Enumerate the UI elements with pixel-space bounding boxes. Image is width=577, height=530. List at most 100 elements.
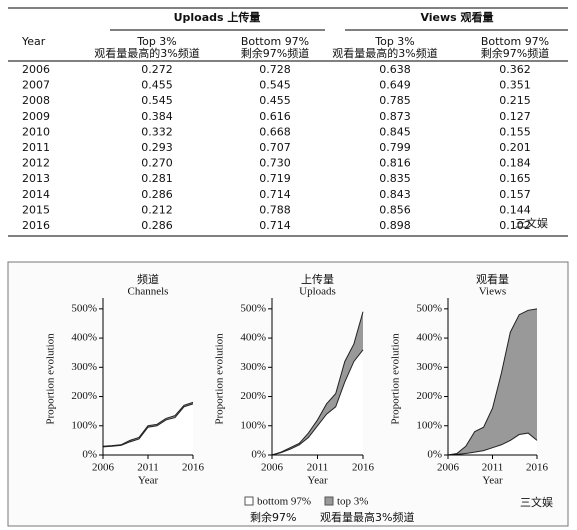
column-note: 剩余97%频道 bbox=[481, 46, 549, 60]
cell: 0.384 bbox=[141, 110, 173, 123]
area-fill bbox=[448, 308, 537, 455]
x-axis-label: Year bbox=[482, 475, 503, 487]
cell: 2013 bbox=[22, 172, 50, 185]
cell: 0.286 bbox=[141, 188, 173, 201]
cell: 2007 bbox=[22, 79, 50, 92]
cell: 0.127 bbox=[499, 110, 531, 123]
legend-label: top 3% bbox=[337, 496, 368, 508]
x-tick-label: 2006 bbox=[92, 462, 115, 474]
y-tick-label: 0% bbox=[82, 449, 97, 461]
column-header: Top 3% bbox=[136, 35, 177, 48]
cell: 0.281 bbox=[141, 172, 173, 185]
cell: 0.856 bbox=[379, 203, 411, 216]
cell: 0.184 bbox=[499, 157, 531, 170]
column-note: 剩余97%频道 bbox=[241, 46, 309, 60]
x-axis-label: Year bbox=[307, 475, 328, 487]
cell: 2014 bbox=[22, 188, 50, 201]
x-tick-label: 2011 bbox=[307, 462, 329, 474]
cell: 0.898 bbox=[379, 219, 411, 232]
cell: 0.873 bbox=[379, 110, 411, 123]
legend-swatch bbox=[324, 496, 334, 506]
x-tick-label: 2016 bbox=[352, 462, 375, 474]
area-fill bbox=[103, 403, 193, 455]
column-note: 观看量最高的3%频道 bbox=[94, 46, 199, 60]
y-tick-label: 300% bbox=[240, 361, 266, 373]
y-axis-label: Proportion evolution bbox=[390, 333, 402, 425]
cell: 0.362 bbox=[499, 63, 531, 76]
y-tick-label: 100% bbox=[71, 419, 97, 431]
watermark: 三文娱 bbox=[520, 495, 553, 509]
cell: 0.707 bbox=[259, 141, 291, 154]
series-line bbox=[102, 403, 194, 448]
cell: 0.799 bbox=[379, 141, 411, 154]
axes bbox=[102, 298, 193, 456]
series-line bbox=[447, 308, 538, 456]
cell: 0.545 bbox=[141, 94, 173, 107]
y-axis-label: Proportion evolution bbox=[45, 333, 57, 425]
cell: 0.788 bbox=[259, 203, 291, 216]
legend-note: 观看量最高3%频道 bbox=[320, 510, 414, 524]
y-tick-label: 0% bbox=[251, 449, 266, 461]
x-tick-label: 2006 bbox=[437, 462, 460, 474]
cell: 0.155 bbox=[499, 125, 531, 138]
series-line bbox=[102, 401, 194, 447]
axes bbox=[447, 298, 537, 456]
cell: 0.816 bbox=[379, 157, 411, 170]
watermark: 三文娱 bbox=[515, 216, 548, 230]
cell: 0.270 bbox=[141, 157, 173, 170]
x-tick-label: 2006 bbox=[261, 462, 284, 474]
x-tick-label: 2011 bbox=[482, 462, 504, 474]
group-header: Views 观看量 bbox=[420, 10, 493, 24]
column-header: Bottom 97% bbox=[241, 35, 309, 48]
cell: 0.668 bbox=[259, 125, 291, 138]
y-tick-label: 500% bbox=[240, 302, 266, 314]
cell: 2010 bbox=[22, 125, 50, 138]
cell: 0.144 bbox=[499, 203, 531, 216]
y-tick-label: 200% bbox=[416, 390, 442, 402]
cell: 0.616 bbox=[259, 110, 291, 123]
cell: 0.102 bbox=[499, 219, 531, 232]
cell: 0.730 bbox=[259, 157, 291, 170]
series-line bbox=[447, 432, 538, 456]
cell: 0.201 bbox=[499, 141, 531, 154]
cell: 0.719 bbox=[259, 172, 291, 185]
cell: 0.785 bbox=[379, 94, 411, 107]
cell: 0.332 bbox=[141, 125, 173, 138]
cell: 2009 bbox=[22, 110, 50, 123]
area-fill bbox=[448, 433, 537, 455]
cell: 0.714 bbox=[259, 219, 291, 232]
cell: 0.728 bbox=[259, 63, 291, 76]
y-tick-label: 400% bbox=[71, 332, 97, 344]
y-tick-label: 400% bbox=[416, 332, 442, 344]
chart-title: 观看量 bbox=[476, 272, 509, 286]
cell: 2008 bbox=[22, 94, 50, 107]
chart-subtitle: Channels bbox=[128, 286, 169, 298]
column-note: 观看量最高的3%频道 bbox=[332, 46, 437, 60]
column-header: Top 3% bbox=[374, 35, 415, 48]
x-tick-label: 2016 bbox=[526, 462, 549, 474]
chart-subtitle: Uploads bbox=[299, 286, 336, 298]
cell: 0.835 bbox=[379, 172, 411, 185]
column-header: Bottom 97% bbox=[481, 35, 549, 48]
cell: 0.212 bbox=[141, 203, 173, 216]
y-tick-label: 400% bbox=[240, 332, 266, 344]
legend-swatch bbox=[244, 496, 254, 506]
y-tick-label: 200% bbox=[240, 390, 266, 402]
cell: 0.351 bbox=[499, 79, 531, 92]
cell: 0.165 bbox=[499, 172, 531, 185]
cell: 0.455 bbox=[141, 79, 173, 92]
cell: 2015 bbox=[22, 203, 50, 216]
legend-note: 剩余97% bbox=[250, 510, 296, 524]
cell: 0.215 bbox=[499, 94, 531, 107]
cell: 0.545 bbox=[259, 79, 291, 92]
chart-title: 上传量 bbox=[301, 273, 334, 286]
legend-label: bottom 97% bbox=[257, 496, 311, 508]
y-tick-label: 300% bbox=[71, 361, 97, 373]
cell: 0.157 bbox=[499, 188, 531, 201]
y-axis-label: Proportion evolution bbox=[214, 333, 226, 425]
x-tick-label: 2016 bbox=[182, 462, 205, 474]
cell: 0.845 bbox=[379, 125, 411, 138]
x-tick-label: 2011 bbox=[137, 462, 159, 474]
cell: 0.649 bbox=[379, 79, 411, 92]
